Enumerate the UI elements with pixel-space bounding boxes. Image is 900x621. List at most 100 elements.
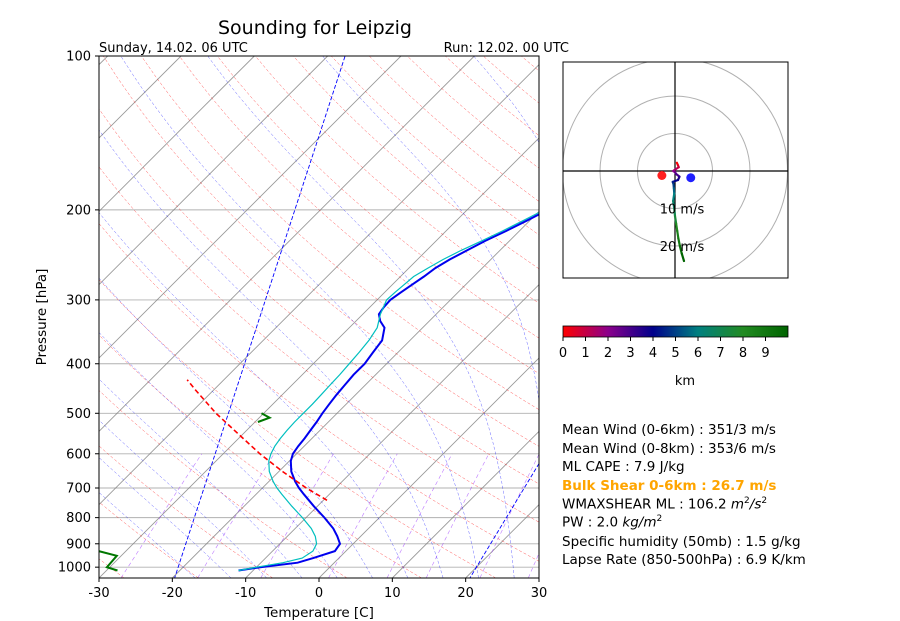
colorbar-tick-label: 6	[694, 346, 702, 361]
x-tick-label: 10	[384, 586, 401, 601]
mixing-ratio-line	[479, 453, 539, 578]
dry-adiabat	[99, 279, 496, 578]
colorbar-tick-label: 8	[739, 346, 747, 361]
hodograph-frame	[562, 61, 789, 279]
dry-adiabat	[99, 166, 539, 523]
stat-mean-wind-8km: Mean Wind (0-8km) : 353/6 m/s	[562, 441, 776, 457]
colorbar-tick-label: 9	[761, 346, 769, 361]
isotherm	[99, 56, 182, 139]
hodograph-ring-label: 20 m/s	[660, 240, 705, 255]
x-tick-label: -30	[88, 586, 109, 601]
moist-adiabat	[99, 332, 338, 578]
stat-pw: PW : 2.0 kg/m2	[562, 514, 662, 531]
isotherm	[99, 137, 539, 578]
moist-adiabat	[99, 378, 303, 578]
pw-unit: kg/m	[622, 514, 657, 531]
isotherm	[99, 56, 255, 212]
dry-adiabat	[179, 56, 539, 374]
isotherm	[99, 56, 475, 432]
skew-t-lines	[0, 56, 539, 578]
storm-motion-point	[686, 173, 696, 183]
stat-ml-cape: ML CAPE : 7.9 J/kg	[562, 459, 685, 475]
reference-adiabat	[174, 56, 346, 578]
run-time: Run: 12.02. 00 UTC	[444, 41, 569, 56]
x-tick-label: 0	[315, 586, 323, 601]
moist-adiabat	[99, 457, 232, 578]
dry-adiabat	[141, 56, 539, 410]
hodograph-segment	[673, 214, 678, 225]
parcel-trace	[186, 379, 328, 501]
mixing-ratio-line	[425, 453, 490, 578]
mixing-ratio-line	[528, 552, 539, 578]
y-tick-label: 700	[66, 481, 91, 496]
hodograph-segment	[680, 252, 686, 263]
wmaxshear-sup2: 2	[761, 496, 768, 506]
isotherm	[99, 64, 539, 506]
hodograph-lines: 10 m/s 20 m/s 30 m/s	[563, 62, 788, 293]
colorbar-tick-label: 7	[716, 346, 724, 361]
x-tick-label: -20	[162, 586, 183, 601]
pw-sup: 2	[656, 514, 663, 524]
dry-adiabat	[103, 56, 539, 447]
chart-title: Sounding for Leipzig	[218, 17, 412, 39]
isotherm	[318, 357, 539, 578]
wmaxshear-sup: 2	[744, 496, 750, 506]
dry-adiabat	[99, 108, 539, 485]
isotherm	[0, 56, 34, 578]
skew-t-axes: -30 -20 -10 0 10 20 30 100 200 300 400 500 600 700 800…	[58, 50, 547, 602]
wmaxshear-value: WMAXSHEAR ML : 106.2	[562, 496, 731, 513]
wind-profile-mid	[257, 412, 273, 423]
colorbar-tick-label: 2	[604, 346, 612, 361]
wmaxshear-unit: m	[730, 496, 745, 513]
moist-adiabat	[99, 277, 373, 578]
colorbar-tick-label: 3	[626, 346, 634, 361]
stat-bulk-shear: Bulk Shear 0-6km : 26.7 m/s	[562, 478, 777, 494]
y-tick-label: 900	[66, 537, 91, 552]
hodograph-segment	[675, 222, 679, 233]
moist-adiabat	[322, 56, 539, 403]
moist-adiabat	[99, 419, 267, 578]
dry-adiabat	[99, 501, 199, 578]
colorbar-tick-label: 4	[649, 346, 657, 361]
stat-lapse-rate: Lapse Rate (850-500hPa) : 6.9 K/km	[562, 552, 806, 568]
valid-time: Sunday, 14.02. 06 UTC	[99, 41, 248, 56]
hodograph-ring-label: 10 m/s	[660, 203, 705, 218]
y-tick-label: 500	[66, 407, 91, 422]
stat-mean-wind-6km: Mean Wind (0-6km) : 351/3 m/s	[562, 422, 776, 438]
x-tick-label: 20	[457, 586, 474, 601]
colorbar-gradient	[562, 325, 789, 338]
isotherm	[172, 210, 539, 578]
temperature-trace	[238, 213, 539, 572]
dry-adiabat	[99, 223, 539, 562]
dry-adiabat	[255, 56, 539, 304]
mixing-ratio-line	[386, 453, 453, 578]
reference-adiabat	[469, 462, 539, 578]
wind-profile-lower	[99, 550, 119, 572]
hodograph-segment	[672, 199, 676, 210]
hodograph-segment	[672, 192, 676, 203]
y-tick-label: 600	[66, 447, 91, 462]
mixing-ratio-line	[328, 453, 398, 578]
colorbar-tick-label: 5	[671, 346, 679, 361]
moist-adiabat	[120, 56, 479, 578]
stat-wmaxshear: WMAXSHEAR ML : 106.2 m2/s2	[562, 496, 767, 513]
isotherm	[99, 56, 108, 66]
y-tick-label: 400	[66, 357, 91, 372]
hodograph-segment	[676, 229, 680, 240]
moist-adiabat	[99, 492, 196, 578]
hodograph-segment	[678, 244, 683, 255]
isotherm	[245, 284, 539, 578]
colorbar-tick-label: 0	[559, 346, 567, 361]
mixing-ratio-line	[197, 453, 275, 578]
y-tick-label: 1000	[58, 561, 91, 576]
moist-adiabat	[207, 56, 515, 578]
dry-adiabat	[99, 390, 348, 578]
colorbar-tick-label: 1	[581, 346, 589, 361]
hodograph-ring-label: 30 m/s	[660, 278, 705, 293]
pw-value: PW : 2.0	[562, 514, 623, 531]
stat-specific-humidity: Specific humidity (50mb) : 1.5 g/kg	[562, 534, 801, 550]
hodograph-segment	[677, 237, 681, 248]
y-tick-label: 800	[66, 511, 91, 526]
moist-adiabat	[99, 212, 409, 578]
